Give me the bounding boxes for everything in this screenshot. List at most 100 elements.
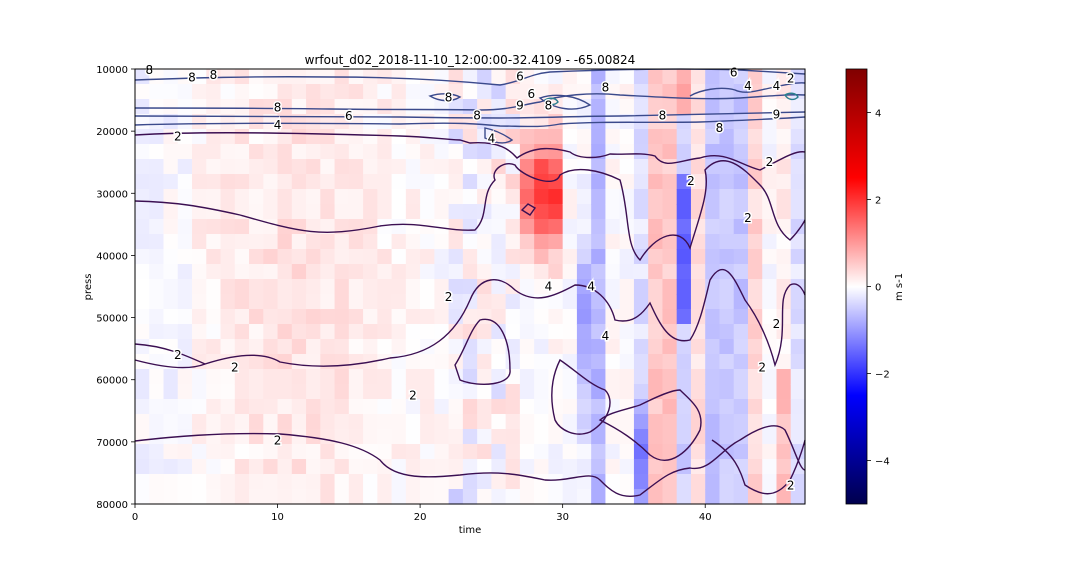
heatmap-cell [135,279,150,295]
heatmap-cell [135,324,150,340]
heatmap-cell [149,354,165,370]
heatmap-cell [548,174,564,190]
heatmap-cell [320,294,336,310]
heatmap-cell [263,309,279,325]
heatmap-cell [690,159,706,175]
heatmap-cell [135,309,150,325]
heatmap-cell [776,414,792,430]
heatmap-cell [334,294,350,310]
heatmap-cell [719,384,735,400]
x-tick-label: 0 [132,512,138,523]
heatmap-cell [277,189,293,205]
heatmap-cell [562,309,578,325]
heatmap-cell [249,384,264,400]
heatmap-cell [747,384,763,400]
heatmap-cell [391,429,407,445]
heatmap-cell [420,354,435,370]
heatmap-cell [448,174,464,190]
heatmap-cell [249,459,264,475]
heatmap-cell [363,384,378,400]
heatmap-cell [192,384,207,400]
heatmap-cell [348,219,364,235]
heatmap-cell [690,354,706,370]
plot-frame [134,68,806,505]
heatmap-cell [192,324,207,340]
heatmap-cell [633,354,649,370]
heatmap-cell [405,264,421,280]
heatmap-cell [576,384,592,400]
heatmap-cell [676,414,692,430]
heatmap-cell [491,114,507,130]
heatmap-cell [163,174,179,190]
heatmap-cell [534,354,550,370]
heatmap-cell [519,279,535,295]
heatmap-cell [177,99,193,115]
heatmap-cell [676,489,692,505]
heatmap-cell [320,99,336,115]
heatmap-cell [163,384,179,400]
heatmap-cell [177,264,193,280]
heatmap-cell [363,144,378,160]
heatmap-cell [519,354,535,370]
heatmap-cell [648,294,664,310]
heatmap-cell [477,444,492,460]
heatmap-cell [733,279,749,295]
heatmap-cell [462,459,478,475]
heatmap-cell [348,324,364,340]
heatmap-cell [605,294,621,310]
y-axis: 10000 20000 30000 40000 50000 60000 70000 80000 [96,65,135,511]
heatmap-cell [477,69,492,85]
contour-label: 2 [409,388,417,402]
contour-label: 2 [773,317,781,331]
heatmap-cell [576,339,592,355]
heatmap-cell [306,159,321,175]
heatmap-cell [434,219,450,235]
heatmap-cell [291,489,307,505]
heatmap-cell [790,489,806,505]
heatmap-cell [234,219,250,235]
heatmap-cell [662,459,678,475]
heatmap-cell [163,309,179,325]
heatmap-cell [434,69,450,85]
heatmap-cell [562,234,578,250]
heatmap-cell [177,144,193,160]
heatmap-cell [434,99,450,115]
heatmap-cell [591,309,607,325]
heatmap-cell [505,159,521,175]
heatmap-cell [391,324,407,340]
heatmap-cell [448,309,464,325]
heatmap-cell [391,339,407,355]
heatmap-cell [149,99,165,115]
heatmap-cell [420,399,435,415]
heatmap-cell [192,459,207,475]
heatmap-cell [790,114,806,130]
heatmap-cell [206,294,222,310]
heatmap-cell [762,489,778,505]
heatmap-cell [676,369,692,385]
heatmap-cell [405,384,421,400]
heatmap-cell [405,204,421,220]
heatmap-cell [605,189,621,205]
contour-label: 4 [274,118,282,132]
heatmap-cell [163,339,179,355]
heatmap-cell [690,234,706,250]
heatmap-cell [648,99,664,115]
heatmap-cell [448,294,464,310]
heatmap-cell [662,99,678,115]
heatmap-cell [690,174,706,190]
heatmap-cell [534,144,550,160]
heatmap-cell [320,84,336,100]
heatmap-cell [633,159,649,175]
heatmap-cell [263,174,279,190]
heatmap-cell [690,264,706,280]
heatmap-cell [505,414,521,430]
heatmap-cell [363,489,378,505]
heatmap-cell [220,129,236,145]
heatmap-cell [377,294,393,310]
heatmap-cell [391,114,407,130]
heatmap-cell [605,414,621,430]
heatmap-cell [491,174,507,190]
heatmap-cells [135,69,806,505]
heatmap-cell [505,204,521,220]
heatmap-cell [363,249,378,265]
